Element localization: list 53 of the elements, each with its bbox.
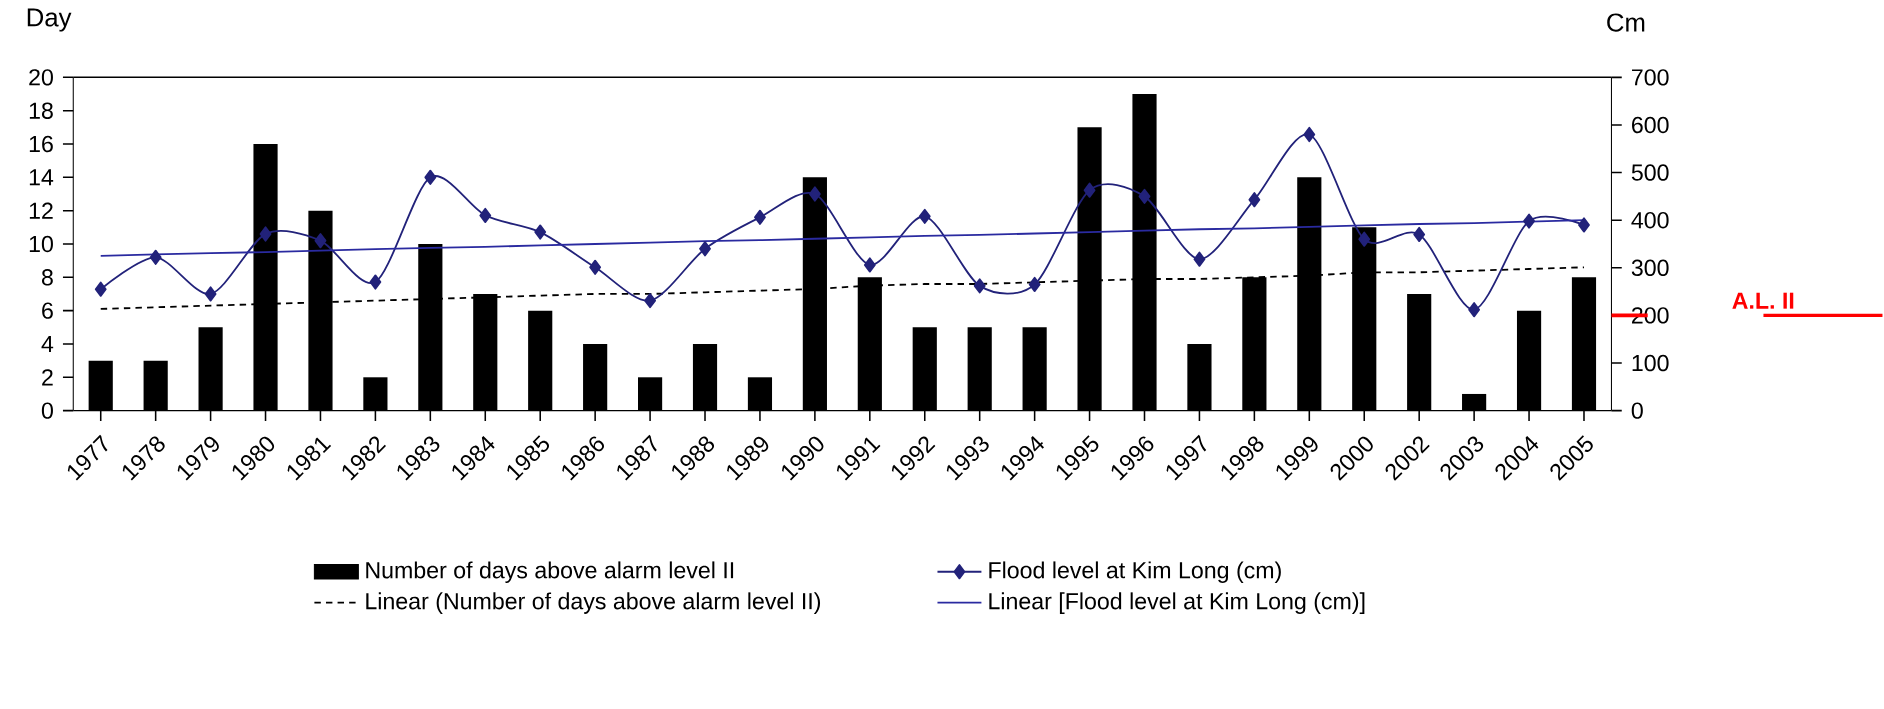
y-tick-label: 6	[42, 302, 53, 319]
point	[1138, 188, 1151, 205]
legend-label: Linear [Flood level at Kim Long (cm)]	[989, 592, 1365, 615]
y-tick-label: 2	[42, 369, 53, 386]
y2-tick-label: 300	[1631, 259, 1669, 277]
point	[808, 186, 821, 202]
y-tick-label: 10	[29, 235, 53, 253]
point	[314, 233, 327, 249]
point	[589, 259, 602, 276]
y2-axis-title: Cm	[1607, 13, 1645, 32]
legend-label: Linear (Number of days above alarm level II)	[366, 592, 821, 615]
point	[1468, 302, 1481, 318]
y-tick-label: 4	[41, 336, 54, 353]
y2-tick-label: 500	[1631, 164, 1669, 181]
y2-tick-label: 400	[1631, 212, 1669, 229]
point	[1248, 192, 1261, 208]
point	[1083, 182, 1096, 198]
legend-label: Number of days above alarm level II	[366, 561, 734, 584]
ref-line-label: A.L. II	[1732, 292, 1794, 309]
point	[973, 278, 986, 294]
point	[204, 286, 217, 302]
legend-label: Flood level at Kim Long (cm)	[989, 561, 1281, 584]
point	[259, 226, 272, 242]
y-tick-label: 16	[29, 135, 53, 153]
point	[1413, 227, 1426, 243]
y-axis-title: Day	[27, 8, 72, 32]
y-tick-label: 8	[41, 269, 53, 286]
point	[369, 274, 382, 290]
point	[699, 241, 711, 257]
point	[1193, 251, 1206, 267]
point	[863, 257, 876, 273]
y2-tick-label: 600	[1632, 116, 1669, 134]
point	[94, 281, 107, 297]
y2-tick-label: 100	[1632, 354, 1669, 372]
point	[1028, 276, 1041, 293]
point	[149, 249, 162, 266]
y2-tick-label: 0	[1631, 402, 1643, 419]
point	[534, 224, 547, 240]
y-tick-label: 0	[41, 402, 53, 419]
point	[918, 208, 931, 225]
y-tick-label: 18	[29, 102, 53, 120]
point	[1523, 213, 1535, 229]
point	[1358, 231, 1371, 247]
y-tick-label: 12	[29, 202, 53, 219]
point	[424, 169, 437, 186]
point	[1578, 217, 1590, 233]
y-tick-label: 20	[29, 69, 53, 86]
y-tick-label: 14	[29, 169, 54, 186]
point	[1303, 127, 1316, 143]
point	[754, 209, 766, 226]
y2-tick-label: 700	[1632, 69, 1669, 86]
point	[479, 207, 492, 224]
point	[644, 293, 656, 309]
